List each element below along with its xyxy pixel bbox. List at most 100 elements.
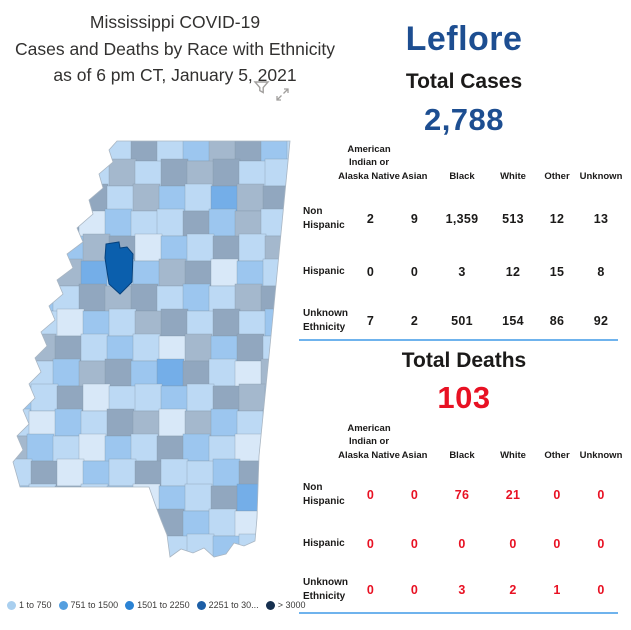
county-shape[interactable] [55, 559, 82, 586]
county-shape[interactable] [160, 308, 189, 337]
county-shape[interactable] [158, 485, 187, 514]
county-shape[interactable] [286, 283, 303, 312]
county-shape[interactable] [262, 485, 290, 514]
county-shape[interactable] [56, 535, 85, 563]
county-shape[interactable] [52, 358, 81, 387]
county-shape[interactable] [236, 183, 265, 212]
county-shape[interactable] [236, 410, 265, 439]
county-shape[interactable] [159, 559, 186, 586]
county-shape[interactable] [182, 510, 211, 539]
county-shape[interactable] [234, 433, 263, 462]
county-shape[interactable] [260, 208, 289, 237]
county-shape[interactable] [264, 535, 292, 563]
county-shape[interactable] [54, 408, 83, 437]
county-shape[interactable] [104, 358, 133, 387]
county-shape[interactable] [80, 483, 109, 512]
county-shape[interactable] [186, 460, 215, 489]
county-shape[interactable] [208, 208, 237, 237]
county-shape[interactable] [260, 508, 289, 537]
county-shape[interactable] [260, 435, 289, 464]
county-shape[interactable] [26, 210, 55, 239]
county-shape[interactable] [3, 335, 31, 364]
county-shape[interactable] [3, 408, 31, 437]
county-shape[interactable] [291, 161, 303, 188]
county-shape[interactable] [82, 383, 111, 412]
county-shape[interactable] [30, 460, 59, 489]
county-shape[interactable] [208, 508, 237, 537]
county-shape[interactable] [291, 384, 303, 411]
county-shape[interactable] [108, 308, 137, 337]
county-shape[interactable] [80, 410, 109, 439]
county-shape[interactable] [80, 183, 109, 212]
county-shape[interactable] [286, 360, 303, 389]
county-shape[interactable] [3, 185, 31, 214]
county-shape[interactable] [54, 185, 83, 214]
county-shape[interactable] [263, 559, 290, 586]
county-shape[interactable] [28, 410, 57, 439]
county-shape[interactable] [78, 433, 107, 462]
county-shape[interactable] [108, 158, 137, 187]
county-shape[interactable] [82, 533, 111, 561]
county-shape[interactable] [108, 458, 137, 487]
county-shape[interactable] [130, 283, 159, 312]
county-shape[interactable] [208, 358, 237, 387]
county-shape[interactable] [160, 235, 189, 264]
county-shape[interactable] [52, 136, 81, 164]
county-shape[interactable] [28, 483, 57, 512]
county-shape[interactable] [234, 136, 263, 162]
county-shape[interactable] [236, 483, 265, 512]
county-shape[interactable] [288, 333, 303, 362]
county-shape[interactable] [264, 385, 292, 414]
county-shape[interactable] [210, 408, 239, 437]
county-shape[interactable] [238, 160, 267, 189]
county-shape[interactable] [264, 308, 292, 337]
county-shape[interactable] [291, 311, 303, 338]
county-shape[interactable] [3, 358, 29, 387]
county-shape[interactable] [260, 358, 289, 387]
county-shape[interactable] [28, 260, 57, 289]
county-shape[interactable] [107, 559, 134, 586]
county-shape[interactable] [5, 158, 33, 187]
county-shape[interactable] [106, 335, 135, 364]
county-shape[interactable] [186, 160, 215, 189]
county-shape[interactable] [291, 461, 303, 488]
county-shape[interactable] [130, 433, 159, 462]
filter-icon[interactable] [253, 81, 276, 101]
county-shape[interactable] [132, 260, 161, 289]
county-shape[interactable] [54, 485, 83, 514]
county-shape[interactable] [156, 285, 185, 314]
county-shape[interactable] [238, 233, 267, 262]
county-shape[interactable] [210, 258, 239, 287]
county-shape[interactable] [288, 260, 303, 289]
county-shape[interactable] [236, 260, 265, 289]
county-shape[interactable] [5, 235, 33, 264]
county-shape[interactable] [30, 160, 59, 189]
county-shape[interactable] [288, 183, 303, 212]
county-shape[interactable] [286, 136, 303, 162]
county-shape[interactable] [160, 158, 189, 187]
county-shape[interactable] [56, 308, 85, 337]
county-shape[interactable] [212, 158, 241, 187]
county-shape[interactable] [30, 533, 59, 561]
county-shape[interactable] [288, 410, 303, 439]
county-shape[interactable] [52, 208, 81, 237]
county-shape[interactable] [134, 233, 163, 262]
mississippi-choropleth-map[interactable] [3, 136, 303, 604]
county-shape[interactable] [52, 508, 81, 537]
county-shape[interactable] [160, 385, 189, 414]
county-shape[interactable] [26, 510, 55, 539]
county-shape[interactable] [80, 333, 109, 362]
county-shape[interactable] [104, 208, 133, 237]
county-shape[interactable] [186, 233, 215, 262]
county-shape[interactable] [184, 333, 213, 362]
county-shape[interactable] [185, 561, 212, 588]
county-shape[interactable] [26, 283, 55, 312]
county-shape[interactable] [30, 233, 59, 262]
county-shape[interactable] [186, 533, 215, 561]
county-shape[interactable] [212, 235, 241, 264]
county-leflore-selected[interactable] [104, 241, 134, 295]
county-shape[interactable] [237, 561, 264, 588]
focus-mode-icon[interactable] [276, 88, 290, 105]
county-shape[interactable] [56, 385, 85, 414]
county-shape[interactable] [81, 561, 108, 588]
